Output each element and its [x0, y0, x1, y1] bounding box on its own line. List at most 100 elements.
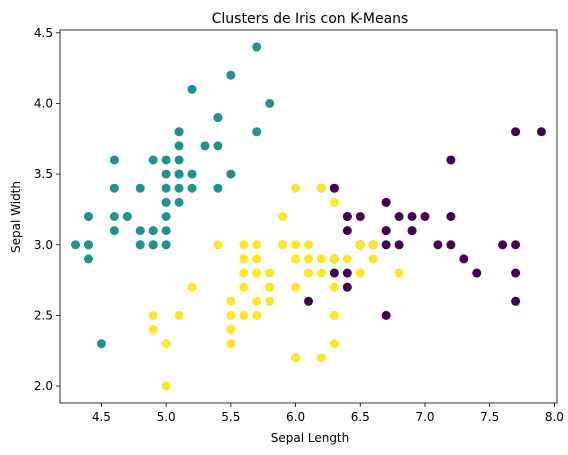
scatter-point-cluster-0-6 — [110, 184, 119, 193]
scatter-point-cluster-2-7 — [162, 382, 171, 391]
scatter-point-cluster-2-36 — [239, 283, 248, 292]
scatter-point-cluster-1-22 — [343, 226, 352, 235]
scatter-point-cluster-0-29 — [162, 212, 171, 221]
x-tick-label: 5.0 — [157, 410, 176, 424]
scatter-point-cluster-1-17 — [537, 127, 546, 136]
scatter-point-cluster-1-14 — [343, 269, 352, 278]
scatter-point-cluster-0-44 — [213, 113, 222, 122]
scatter-point-cluster-0-45 — [84, 240, 93, 249]
y-tick-label: 3.0 — [34, 238, 53, 252]
scatter-point-cluster-1-4 — [356, 212, 365, 221]
scatter-point-cluster-1-13 — [446, 212, 455, 221]
scatter-point-cluster-1-9 — [511, 297, 520, 306]
scatter-point-cluster-0-39 — [162, 198, 171, 207]
scatter-point-cluster-0-40 — [110, 212, 119, 221]
x-tick-label: 8.0 — [545, 410, 564, 424]
scatter-point-cluster-2-38 — [252, 254, 261, 263]
scatter-point-cluster-0-19 — [110, 155, 119, 164]
x-tick-label: 6.0 — [286, 410, 305, 424]
scatter-point-cluster-0-27 — [226, 71, 235, 80]
scatter-point-cluster-2-55 — [356, 240, 365, 249]
scatter-point-cluster-1-32 — [498, 240, 507, 249]
scatter-point-cluster-0-17 — [252, 127, 261, 136]
y-tick-label: 4.0 — [34, 96, 53, 110]
scatter-point-cluster-0-33 — [97, 339, 106, 348]
scatter-point-cluster-2-37 — [252, 240, 261, 249]
scatter-point-cluster-1-34 — [382, 311, 391, 320]
scatter-point-cluster-0-14 — [265, 99, 274, 108]
scatter-point-cluster-2-57 — [317, 184, 326, 193]
scatter-point-cluster-1-16 — [472, 269, 481, 278]
scatter-point-cluster-2-0 — [226, 339, 235, 348]
scatter-point-cluster-2-27 — [213, 240, 222, 249]
scatter-point-cluster-2-6 — [188, 283, 197, 292]
scatter-point-cluster-2-1 — [356, 269, 365, 278]
scatter-point-cluster-0-36 — [175, 127, 184, 136]
x-tick-label: 4.5 — [92, 410, 111, 424]
scatter-point-cluster-2-11 — [239, 254, 248, 263]
scatter-point-cluster-2-20 — [369, 240, 378, 249]
scatter-point-cluster-2-59 — [330, 283, 339, 292]
scatter-point-cluster-2-30 — [239, 240, 248, 249]
scatter-point-cluster-2-19 — [304, 269, 313, 278]
scatter-point-cluster-1-3 — [446, 155, 455, 164]
scatter-point-cluster-0-7 — [162, 184, 171, 193]
scatter-point-cluster-2-60 — [343, 254, 352, 263]
x-tick-label: 5.5 — [221, 410, 240, 424]
scatter-point-cluster-0-3 — [110, 226, 119, 235]
scatter-point-cluster-2-39 — [317, 254, 326, 263]
scatter-point-cluster-1-15 — [446, 240, 455, 249]
scatter-point-cluster-2-29 — [330, 339, 339, 348]
scatter-point-cluster-2-51 — [304, 240, 313, 249]
scatter-point-cluster-1-33 — [459, 254, 468, 263]
scatter-point-cluster-0-22 — [188, 170, 197, 179]
scatter-point-cluster-1-37 — [330, 269, 339, 278]
scatter-point-cluster-1-26 — [382, 198, 391, 207]
scatter-point-cluster-2-28 — [291, 184, 300, 193]
scatter-point-cluster-0-46 — [175, 170, 184, 179]
scatter-point-cluster-0-43 — [149, 240, 158, 249]
scatter-point-cluster-0-26 — [188, 85, 197, 94]
scatter-point-cluster-1-0 — [420, 212, 429, 221]
scatter-point-cluster-1-27 — [382, 240, 391, 249]
chart-title: Clusters de Iris con K-Means — [212, 11, 409, 27]
scatter-point-cluster-1-11 — [511, 269, 520, 278]
scatter-point-cluster-0-31 — [149, 155, 158, 164]
y-axis-label: Sepal Width — [9, 181, 23, 253]
scatter-point-cluster-2-14 — [317, 353, 326, 362]
scatter-point-cluster-1-5 — [395, 240, 404, 249]
scatter-point-cluster-0-8 — [84, 254, 93, 263]
scatter-point-cluster-1-23 — [408, 226, 417, 235]
scatter-point-cluster-0-23 — [188, 184, 197, 193]
scatter-point-cluster-0-42 — [175, 184, 184, 193]
x-tick-label: 7.5 — [480, 410, 499, 424]
y-tick-label: 4.5 — [34, 26, 53, 40]
scatter-point-cluster-2-45 — [395, 269, 404, 278]
scatter-point-cluster-2-52 — [291, 240, 300, 249]
scatter-point-cluster-0-38 — [200, 141, 209, 150]
scatter-point-cluster-2-54 — [330, 311, 339, 320]
scatter-point-cluster-0-28 — [149, 226, 158, 235]
scatter-point-cluster-2-47 — [265, 269, 274, 278]
scatter-point-cluster-1-38 — [343, 212, 352, 221]
scatter-point-cluster-2-49 — [239, 269, 248, 278]
scatter-point-cluster-2-35 — [162, 339, 171, 348]
scatter-point-cluster-2-3 — [330, 198, 339, 207]
x-tick-label: 6.5 — [351, 410, 370, 424]
scatter-point-cluster-0-20 — [175, 198, 184, 207]
scatter-point-cluster-0-4 — [162, 155, 171, 164]
scatter-point-cluster-0-15 — [252, 42, 261, 51]
scatter-point-cluster-0-47 — [84, 212, 93, 221]
scatter-point-cluster-0-13 — [71, 240, 80, 249]
scatter-point-cluster-2-32 — [226, 297, 235, 306]
scatter-point-cluster-0-11 — [136, 184, 145, 193]
scatter-point-cluster-0-25 — [213, 184, 222, 193]
scatter-point-cluster-0-30 — [226, 170, 235, 179]
scatter-point-cluster-2-15 — [239, 311, 248, 320]
scatter-point-cluster-1-25 — [395, 212, 404, 221]
y-tick-label: 2.0 — [34, 379, 53, 393]
scatter-point-cluster-1-10 — [408, 212, 417, 221]
scatter-point-cluster-2-31 — [226, 311, 235, 320]
scatter-point-cluster-2-24 — [226, 325, 235, 334]
